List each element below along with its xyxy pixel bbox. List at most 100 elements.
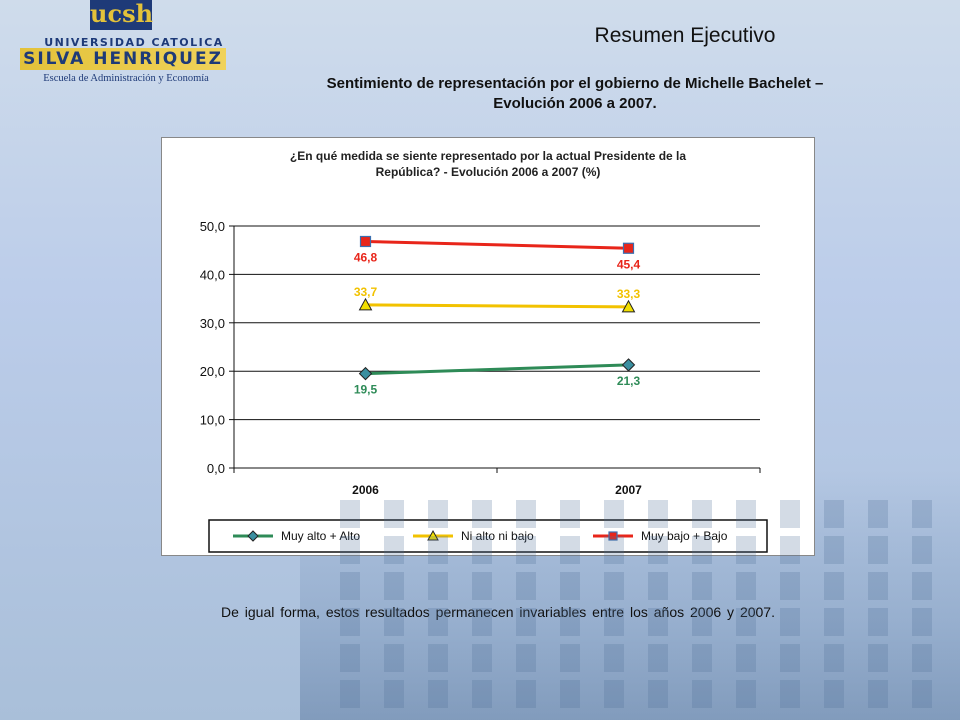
page-subtitle: Sentimiento de representación por el gob… xyxy=(280,74,870,114)
background-window xyxy=(560,608,580,636)
background-window xyxy=(780,536,800,564)
legend-label: Muy bajo + Bajo xyxy=(641,529,728,543)
background-window xyxy=(384,572,404,600)
background-window xyxy=(824,500,844,528)
legend-label: Ni alto ni bajo xyxy=(461,529,534,543)
y-tick-label: 50,0 xyxy=(200,219,225,234)
background-window xyxy=(560,536,580,564)
background-window xyxy=(868,644,888,672)
background-window xyxy=(472,608,492,636)
background-window xyxy=(604,680,624,708)
background-window xyxy=(824,572,844,600)
series-line xyxy=(365,303,629,309)
background-window xyxy=(428,644,448,672)
data-label: 33,7 xyxy=(354,285,378,299)
background-window xyxy=(912,572,932,600)
background-window xyxy=(340,644,360,672)
y-tick-label: 10,0 xyxy=(200,413,225,428)
background-window xyxy=(384,608,404,636)
legend-box xyxy=(208,519,768,553)
background-window xyxy=(428,572,448,600)
data-point xyxy=(621,358,636,372)
y-tick-label: 30,0 xyxy=(200,316,225,331)
background-window xyxy=(912,644,932,672)
background-window xyxy=(912,500,932,528)
background-window xyxy=(472,572,492,600)
subtitle-line-1: Sentimiento de representación por el gob… xyxy=(326,75,824,92)
background-window xyxy=(868,536,888,564)
background-window xyxy=(692,608,712,636)
background-window xyxy=(692,500,712,528)
y-tick-label: 40,0 xyxy=(200,267,225,282)
page-title: Resumen Ejecutivo xyxy=(594,24,776,47)
background-window xyxy=(384,536,404,564)
university-logo: ucsh UNIVERSIDAD CATOLICA SILVA HENRIQUE… xyxy=(10,0,240,92)
background-window xyxy=(516,608,536,636)
logo-acronym: ucsh xyxy=(90,0,154,30)
background-window xyxy=(736,500,756,528)
data-point xyxy=(359,235,372,248)
data-label: 45,4 xyxy=(617,257,641,271)
background-window xyxy=(472,536,492,564)
background-window xyxy=(384,500,404,528)
background-window xyxy=(648,500,668,528)
background-window xyxy=(340,536,360,564)
background-window xyxy=(384,680,404,708)
chart-title-line-2: República? - Evolución 2006 a 2007 (%) xyxy=(376,165,601,179)
background-window xyxy=(428,536,448,564)
background-window xyxy=(516,572,536,600)
logo-university: UNIVERSIDAD CATOLICA xyxy=(44,36,224,49)
background-window xyxy=(692,644,712,672)
background-window xyxy=(736,572,756,600)
background-window xyxy=(340,680,360,708)
background-window xyxy=(736,644,756,672)
background-window xyxy=(824,608,844,636)
background-window xyxy=(560,572,580,600)
data-point xyxy=(427,529,439,541)
background-window xyxy=(780,500,800,528)
data-point xyxy=(358,366,373,381)
logo-school: Escuela de Administración y Economía xyxy=(43,73,209,84)
background-window xyxy=(516,680,536,708)
background-window xyxy=(340,500,360,528)
background-window xyxy=(736,536,756,564)
y-tick-label: 20,0 xyxy=(200,364,225,379)
x-tick-label: 2007 xyxy=(615,483,642,497)
data-label: 21,3 xyxy=(617,374,641,388)
background-window xyxy=(560,500,580,528)
background-window xyxy=(824,536,844,564)
background-window xyxy=(824,644,844,672)
chart-title-line-1: ¿En qué medida se siente representado po… xyxy=(290,149,686,163)
background-window xyxy=(516,644,536,672)
background-window xyxy=(604,572,624,600)
background-window xyxy=(604,608,624,636)
background-window xyxy=(912,608,932,636)
background-window xyxy=(692,572,712,600)
background-window xyxy=(868,500,888,528)
background-window xyxy=(340,608,360,636)
data-point xyxy=(608,531,618,541)
background-window xyxy=(648,536,668,564)
series-line xyxy=(365,363,629,376)
background-window xyxy=(516,500,536,528)
background-window xyxy=(780,572,800,600)
data-point xyxy=(621,299,636,313)
background-window xyxy=(428,608,448,636)
background-window xyxy=(648,644,668,672)
background-window xyxy=(648,608,668,636)
background-window xyxy=(780,680,800,708)
background-window xyxy=(780,644,800,672)
data-point xyxy=(247,530,259,542)
legend-label: Muy alto + Alto xyxy=(281,529,360,543)
series-line xyxy=(365,239,629,250)
background-window xyxy=(868,572,888,600)
footer-note: De igual forma, estos resultados permane… xyxy=(221,604,775,620)
background-window xyxy=(692,536,712,564)
background-window xyxy=(868,680,888,708)
background-window xyxy=(604,644,624,672)
background-window xyxy=(472,500,492,528)
background-window xyxy=(780,608,800,636)
background-window xyxy=(648,572,668,600)
background-window xyxy=(692,680,712,708)
logo-name: SILVA HENRIQUEZ xyxy=(20,48,226,70)
